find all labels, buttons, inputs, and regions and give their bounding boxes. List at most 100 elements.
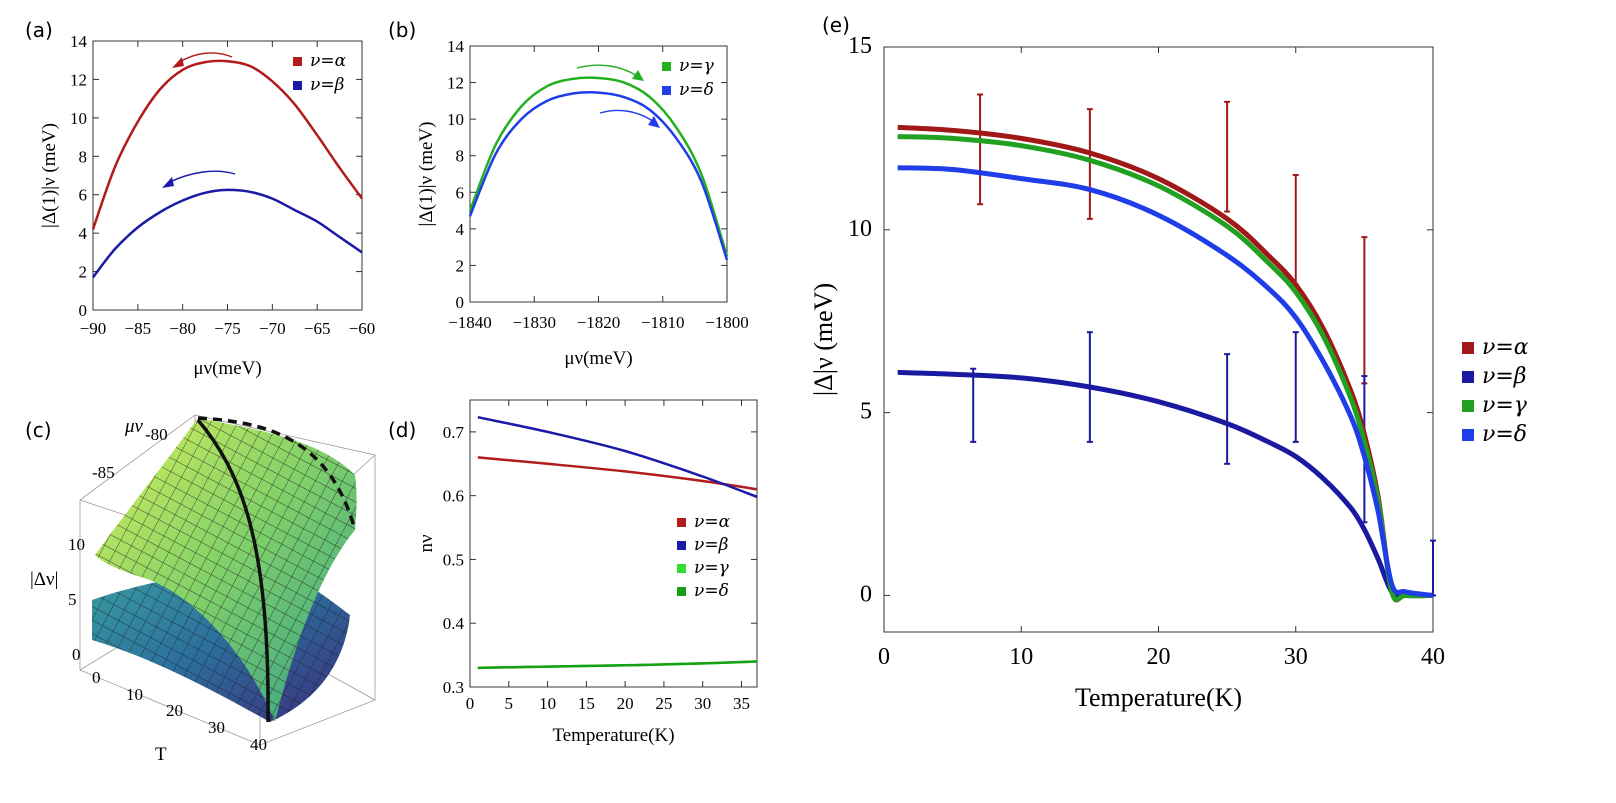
legend-label: ν=β (310, 75, 345, 95)
gap-curve (196, 418, 270, 723)
x-tick-label: 10 (1009, 644, 1033, 670)
series-line-1 (91, 59, 364, 230)
y-tick-label: 0.4 (443, 614, 465, 633)
y-tick-label: 5 (860, 399, 872, 425)
x-axis-label: μν(meV) (193, 358, 261, 379)
x-tick-label: 35 (733, 694, 750, 713)
x-tick-label: 15 (578, 694, 595, 713)
legend-label: ν=β (1482, 364, 1527, 389)
series-line-4 (477, 660, 758, 670)
legend-label: ν=α (694, 512, 731, 532)
x-tick-label: −1840 (448, 313, 492, 332)
panel-b-chart: −1840 −1830 −1820 −1810 −1800 0 2 4 6 8 10 12 14 μν(m… (416, 37, 749, 369)
x-tick-label: −90 (80, 319, 107, 338)
y-tick-label: 0.3 (443, 678, 464, 697)
legend-swatch (662, 62, 671, 71)
y-tick-label: 6 (79, 186, 88, 205)
panel-label-d: (d) (388, 418, 416, 442)
y-tick-label: 8 (79, 147, 88, 166)
surface-z-tick-10: 10 (68, 535, 85, 554)
panel-label-e: (e) (822, 13, 850, 37)
panel-d-chart: 0 5 10 15 20 25 30 35 0.3 0.4 0.5 0.6 0.7 Temperature… (416, 399, 758, 746)
arrow-gamma-head (632, 70, 644, 81)
y-tick-label: 0 (456, 293, 465, 312)
legend-label: ν=γ (694, 558, 730, 578)
y-tick-label: 14 (70, 32, 88, 51)
y-tick-label: 4 (456, 220, 465, 239)
legend-swatch (677, 587, 686, 596)
x-tick-label: 20 (617, 694, 634, 713)
y-tick-label: 10 (447, 110, 464, 129)
legend-swatch (1462, 371, 1474, 383)
arrow-beta-head (162, 177, 174, 188)
surface-t-tick-10: 10 (126, 685, 143, 704)
surface-z-label: |Δν| (30, 569, 58, 590)
x-tick-label: −75 (214, 319, 241, 338)
legend-label: ν=α (310, 51, 347, 71)
arrow-delta-head (648, 116, 660, 128)
x-tick-label: −80 (169, 319, 196, 338)
y-tick-label: 0.5 (443, 550, 464, 569)
legend-swatch (1462, 400, 1474, 412)
series-line-1 (897, 124, 1434, 603)
surface-mu-tick-2: -85 (92, 463, 115, 482)
surface-mu-tick-1: -80 (145, 425, 168, 444)
y-tick-label: 14 (447, 37, 465, 56)
arrow-alpha-head (172, 57, 184, 68)
surface-mu-label: μν (124, 416, 144, 437)
x-tick-label: 10 (539, 694, 556, 713)
x-tick-label: −1800 (705, 313, 749, 332)
surface-z-tick-0: 0 (72, 645, 81, 664)
panel-c-surface-plot: μν -80 -85 10 5 0 |Δν| 0 10 20 30 40 T (30, 414, 376, 765)
y-axis-label: |Δ|ν (meV) (809, 283, 838, 396)
surface-t-tick-40: 40 (250, 735, 267, 754)
y-axis-label: |Δ(1)|ν (meV) (416, 122, 437, 227)
legend-swatch (677, 541, 686, 550)
y-tick-label: 2 (456, 256, 465, 275)
legend-swatch (293, 81, 302, 90)
y-axis-label: |Δ(1)|ν (meV) (39, 123, 60, 228)
y-tick-label: 0.6 (443, 487, 464, 506)
arrow-delta (599, 109, 655, 123)
x-tick-label: −1830 (512, 313, 556, 332)
legend-swatch (1462, 429, 1474, 441)
legend-label: ν=β (694, 535, 729, 555)
y-tick-label: 8 (456, 147, 465, 166)
legend-label: ν=δ (1482, 422, 1527, 447)
y-tick-label: 12 (70, 70, 87, 89)
x-tick-label: −1810 (641, 313, 685, 332)
x-tick-label: 30 (694, 694, 711, 713)
y-tick-label: 0.7 (443, 423, 465, 442)
legend-swatch (677, 518, 686, 527)
legend-swatch (1462, 342, 1474, 354)
x-tick-label: −60 (349, 319, 376, 338)
x-tick-label: 5 (505, 694, 514, 713)
legend-label: ν=α (1482, 335, 1529, 360)
legend-swatch (293, 57, 302, 66)
surface-alpha-mesh (95, 418, 357, 722)
series-line-2 (897, 369, 1434, 599)
surface-t-tick-30: 30 (208, 718, 225, 737)
x-axis-label: Temperature(K) (552, 725, 674, 746)
y-tick-label: 12 (447, 74, 464, 93)
series-line-3 (897, 134, 1434, 603)
series-line-1 (468, 76, 729, 257)
y-tick-label: 0 (79, 301, 88, 320)
y-axis-label: nν (416, 534, 437, 553)
panel-e-chart: 0 10 20 30 40 0 5 10 15 Temperature(K) |Δ|ν (meV) ν… (809, 33, 1529, 712)
x-axis-label: μν(meV) (564, 348, 632, 369)
x-tick-label: 0 (466, 694, 475, 713)
arrow-beta (167, 170, 236, 184)
legend-label: ν=δ (694, 581, 729, 601)
surface-t-tick-0: 0 (92, 668, 101, 687)
legend-label: ν=γ (1482, 393, 1528, 418)
x-tick-label: −65 (304, 319, 331, 338)
x-tick-label: 40 (1421, 644, 1445, 670)
legend-swatch (677, 564, 686, 573)
plot-frame (883, 46, 1434, 633)
legend-swatch (662, 86, 671, 95)
x-tick-label: −1820 (577, 313, 621, 332)
plot-frame (469, 399, 758, 688)
x-tick-label: 30 (1284, 644, 1308, 670)
surface-z-tick-5: 5 (68, 590, 77, 609)
